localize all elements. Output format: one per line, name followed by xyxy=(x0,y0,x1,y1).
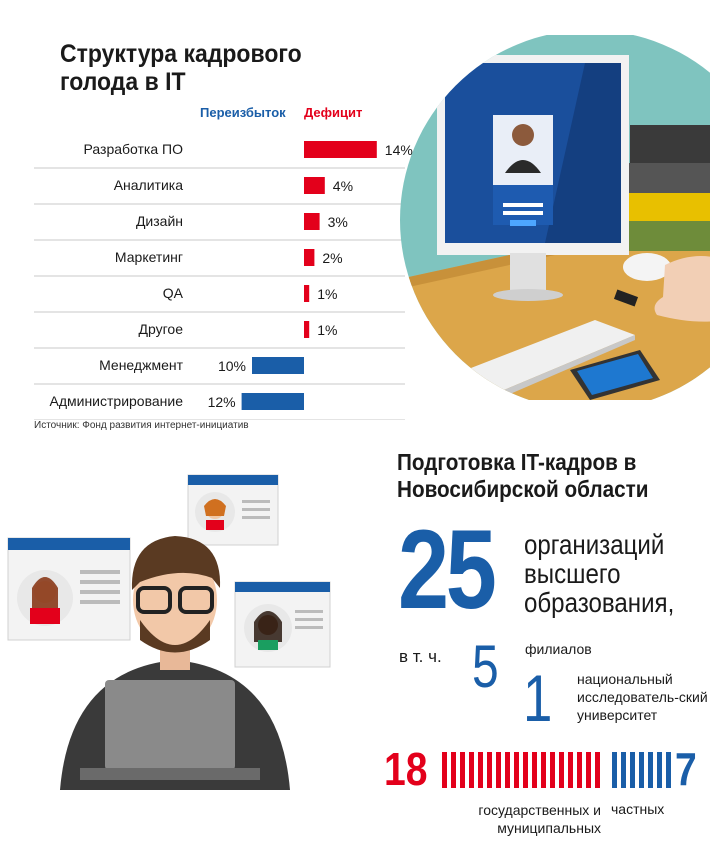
bar-deficit xyxy=(304,321,310,338)
bar-deficit xyxy=(304,177,325,194)
value-label: 1% xyxy=(317,322,337,338)
stripe-state xyxy=(505,752,510,788)
value-label: 1% xyxy=(317,286,337,302)
branches-number: 5 xyxy=(472,633,499,700)
value-label: 4% xyxy=(333,178,353,194)
stripe-state xyxy=(469,752,474,788)
stripe-private xyxy=(612,752,617,788)
category-label: Разработка ПО xyxy=(84,141,184,157)
stripe-state xyxy=(523,752,528,788)
value-label: 12% xyxy=(208,394,236,410)
legend-surplus: Переизбыток xyxy=(200,105,286,120)
stripe-state xyxy=(442,752,447,788)
total-text: организаций высшего образования, xyxy=(524,529,675,618)
source-note: Источник: Фонд развития интернет-инициат… xyxy=(34,420,249,431)
value-label: 14% xyxy=(385,142,413,158)
stripe-private xyxy=(657,752,662,788)
state-text: государственных и муниципальных xyxy=(478,802,601,836)
stripe-state xyxy=(550,752,555,788)
stripe-private xyxy=(639,752,644,788)
value-label: 10% xyxy=(218,358,246,374)
including-label: в т. ч. xyxy=(399,647,442,666)
stripe-state xyxy=(559,752,564,788)
private-number: 7 xyxy=(675,743,697,795)
recruiter-illustration xyxy=(7,474,331,790)
category-label: Менеджмент xyxy=(99,357,183,373)
bar-deficit xyxy=(304,285,310,302)
stripe-state xyxy=(514,752,519,788)
category-label: Администрирование xyxy=(50,393,184,409)
stripe-private xyxy=(648,752,653,788)
computer-illustration xyxy=(400,35,710,400)
stripe-state xyxy=(595,752,600,788)
national-number: 1 xyxy=(523,661,553,735)
bar-deficit xyxy=(304,213,320,230)
stripe-state xyxy=(478,752,483,788)
bar-deficit xyxy=(304,141,377,158)
stripe-state xyxy=(460,752,465,788)
private-text: частных xyxy=(611,801,665,817)
category-label: Другое xyxy=(139,321,184,337)
stripe-state xyxy=(487,752,492,788)
value-label: 3% xyxy=(328,214,348,230)
category-label: Маркетинг xyxy=(115,249,183,265)
stripe-private xyxy=(666,752,671,788)
bar-surplus xyxy=(241,393,304,410)
category-label: Аналитика xyxy=(114,177,184,193)
stripe-state xyxy=(451,752,456,788)
bar-surplus xyxy=(252,357,304,374)
branches-text: филиалов xyxy=(525,641,592,657)
stripe-private xyxy=(630,752,635,788)
stripe-state xyxy=(532,752,537,788)
count-stripes xyxy=(442,752,671,788)
national-text: национальный исследователь-ский универси… xyxy=(577,671,708,723)
stripe-state xyxy=(541,752,546,788)
stripe-state xyxy=(586,752,591,788)
total-number: 25 xyxy=(398,507,497,632)
category-label: QA xyxy=(163,285,184,301)
category-label: Дизайн xyxy=(136,213,183,229)
bar-chart: Разработка ПО 14% Аналитика 4% Дизайн 3% Марке… xyxy=(34,141,413,420)
stripe-state xyxy=(577,752,582,788)
section-title: Подготовка IT-кадров в Новосибирской обл… xyxy=(397,449,649,502)
stripe-state xyxy=(568,752,573,788)
value-label: 2% xyxy=(322,250,342,266)
state-number: 18 xyxy=(384,743,428,795)
legend-deficit: Дефицит xyxy=(304,105,363,120)
stripe-private xyxy=(621,752,626,788)
chart-title: Структура кадрового голода в IT xyxy=(60,40,302,96)
bar-deficit xyxy=(304,249,315,266)
stripe-state xyxy=(496,752,501,788)
